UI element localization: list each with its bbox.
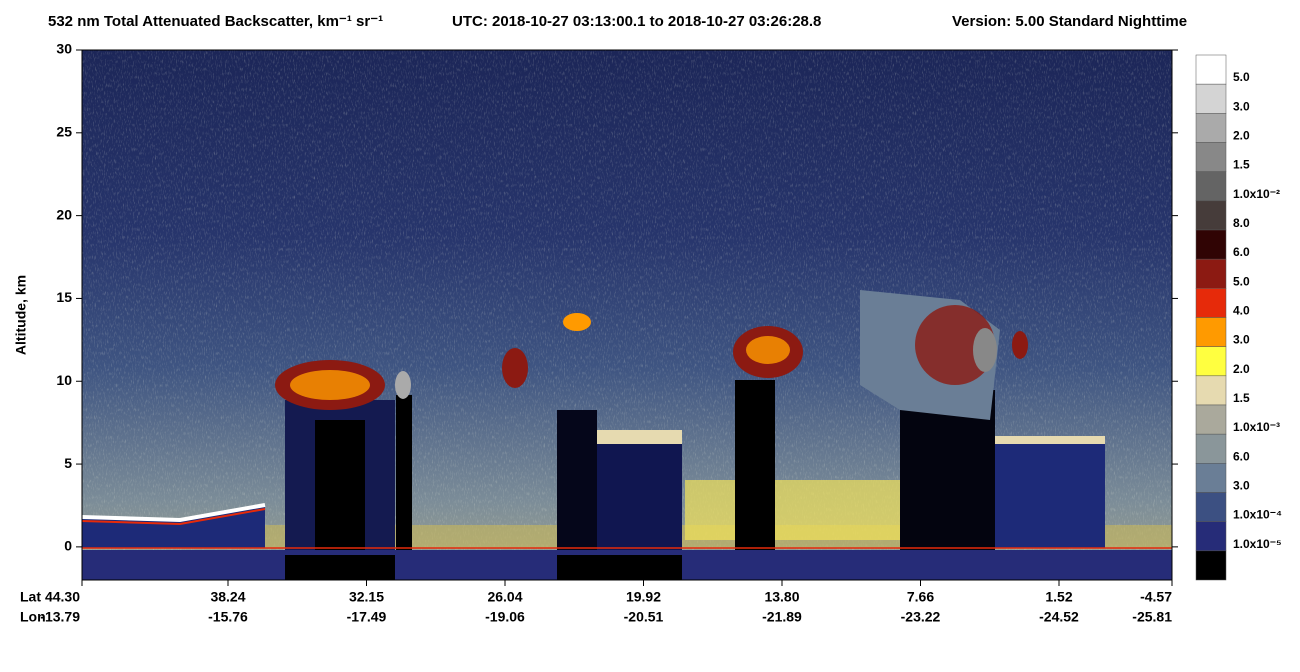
colorbar-label: 2.0 <box>1233 129 1250 143</box>
colorbar-swatch <box>1195 258 1227 289</box>
lon-label: -19.06 <box>485 609 525 625</box>
colorbar-swatch <box>1195 288 1227 318</box>
lon-label: -21.89 <box>762 609 802 625</box>
lat-label: 32.15 <box>349 589 384 605</box>
y-tick-label: 30 <box>56 41 72 57</box>
colorbar-label: 1.0x10⁻² <box>1233 187 1280 201</box>
x-row-label: Lon <box>20 609 46 625</box>
cloud <box>735 380 775 580</box>
colorbar-label: 3.0 <box>1233 99 1250 113</box>
colorbar-swatch <box>1195 200 1227 231</box>
chart-title: 532 nm Total Attenuated Backscatter, km⁻… <box>48 13 383 30</box>
colorbar-swatch <box>1195 229 1227 260</box>
colorbar-swatch <box>1195 54 1227 85</box>
cloud <box>290 370 370 400</box>
colorbar-label: 3.0 <box>1233 479 1250 493</box>
cloud <box>502 348 528 388</box>
cloud <box>81 508 266 526</box>
cloud <box>563 313 591 331</box>
colorbar-swatch <box>1195 521 1227 552</box>
cloud <box>396 395 412 580</box>
colorbar-swatch <box>1195 375 1227 406</box>
aerosol <box>685 480 900 540</box>
lat-label: 38.24 <box>210 589 245 605</box>
y-tick-label: 20 <box>56 206 72 222</box>
cloud <box>915 305 995 385</box>
colorbar-label: 1.0x10⁻³ <box>1233 420 1280 434</box>
lon-label: -23.22 <box>901 609 941 625</box>
colorbar-swatch <box>1195 142 1227 172</box>
colorbar-label: 4.0 <box>1233 304 1250 318</box>
colorbar-swatch <box>1195 433 1227 464</box>
cloud <box>995 440 1105 548</box>
cloud <box>81 503 266 523</box>
y-tick-label: 15 <box>56 289 72 305</box>
lon-label: -15.76 <box>208 609 248 625</box>
lon-label: -17.49 <box>347 609 387 625</box>
utc: UTC: 2018-10-27 03:13:00.1 to 2018-10-27… <box>452 13 821 30</box>
colorbar-label: 5.0 <box>1233 274 1250 288</box>
y-tick-label: 5 <box>64 455 72 471</box>
colorbar-swatch <box>1195 171 1227 202</box>
colorbar-swatch <box>1195 83 1227 114</box>
lon-label: -25.81 <box>1132 609 1172 625</box>
colorbar-swatch <box>1195 346 1227 377</box>
colorbar-label: 3.0 <box>1233 333 1250 347</box>
ground <box>557 555 682 580</box>
lat-label: 13.80 <box>764 589 799 605</box>
lat-label: -4.57 <box>1140 589 1172 605</box>
colorbar-label: 1.0x10⁻⁵ <box>1233 537 1282 551</box>
lat-label: 26.04 <box>487 589 522 605</box>
cloud <box>597 430 682 444</box>
plot-frame <box>81 49 1173 581</box>
colorbar-swatch <box>1195 463 1227 493</box>
lon-label: -20.51 <box>624 609 664 625</box>
cloud <box>995 436 1105 444</box>
colorbar-label: 1.0x10⁻⁴ <box>1233 508 1282 522</box>
lon-label: -13.79 <box>40 609 80 625</box>
colorbar-label: 2.0 <box>1233 362 1250 376</box>
cloud <box>1012 331 1028 359</box>
cloud <box>973 328 997 372</box>
colorbar-label: 1.5 <box>1233 158 1250 172</box>
backscatter-image <box>81 49 1173 581</box>
colorbar-label: 6.0 <box>1233 245 1250 259</box>
cloud <box>746 336 790 364</box>
colorbar-label: 6.0 <box>1233 449 1250 463</box>
y-tick-label: 25 <box>56 124 72 140</box>
x-row-label: Lat <box>20 589 41 605</box>
cloud <box>395 371 411 399</box>
colorbar-swatch <box>1195 550 1227 581</box>
y-axis-label: Altitude, km <box>13 275 29 355</box>
ground <box>285 555 395 580</box>
lat-label: 19.92 <box>626 589 661 605</box>
colorbar-swatch <box>1195 317 1227 347</box>
lat-label: 1.52 <box>1045 589 1072 605</box>
lat-label: 7.66 <box>907 589 934 605</box>
y-tick-label: 0 <box>64 538 72 554</box>
colorbar-swatch <box>1195 404 1227 435</box>
colorbar-swatch <box>1195 113 1227 143</box>
y-tick-label: 10 <box>56 372 72 388</box>
version: Version: 5.00 Standard Nighttime <box>952 13 1187 30</box>
colorbar-label: 8.0 <box>1233 216 1250 230</box>
colorbar-swatch <box>1195 492 1227 522</box>
cloud <box>82 505 265 548</box>
lon-label: -24.52 <box>1039 609 1079 625</box>
colorbar-label: 1.5 <box>1233 391 1250 405</box>
lat-label: 44.30 <box>45 589 80 605</box>
colorbar-label: 5.0 <box>1233 70 1250 84</box>
